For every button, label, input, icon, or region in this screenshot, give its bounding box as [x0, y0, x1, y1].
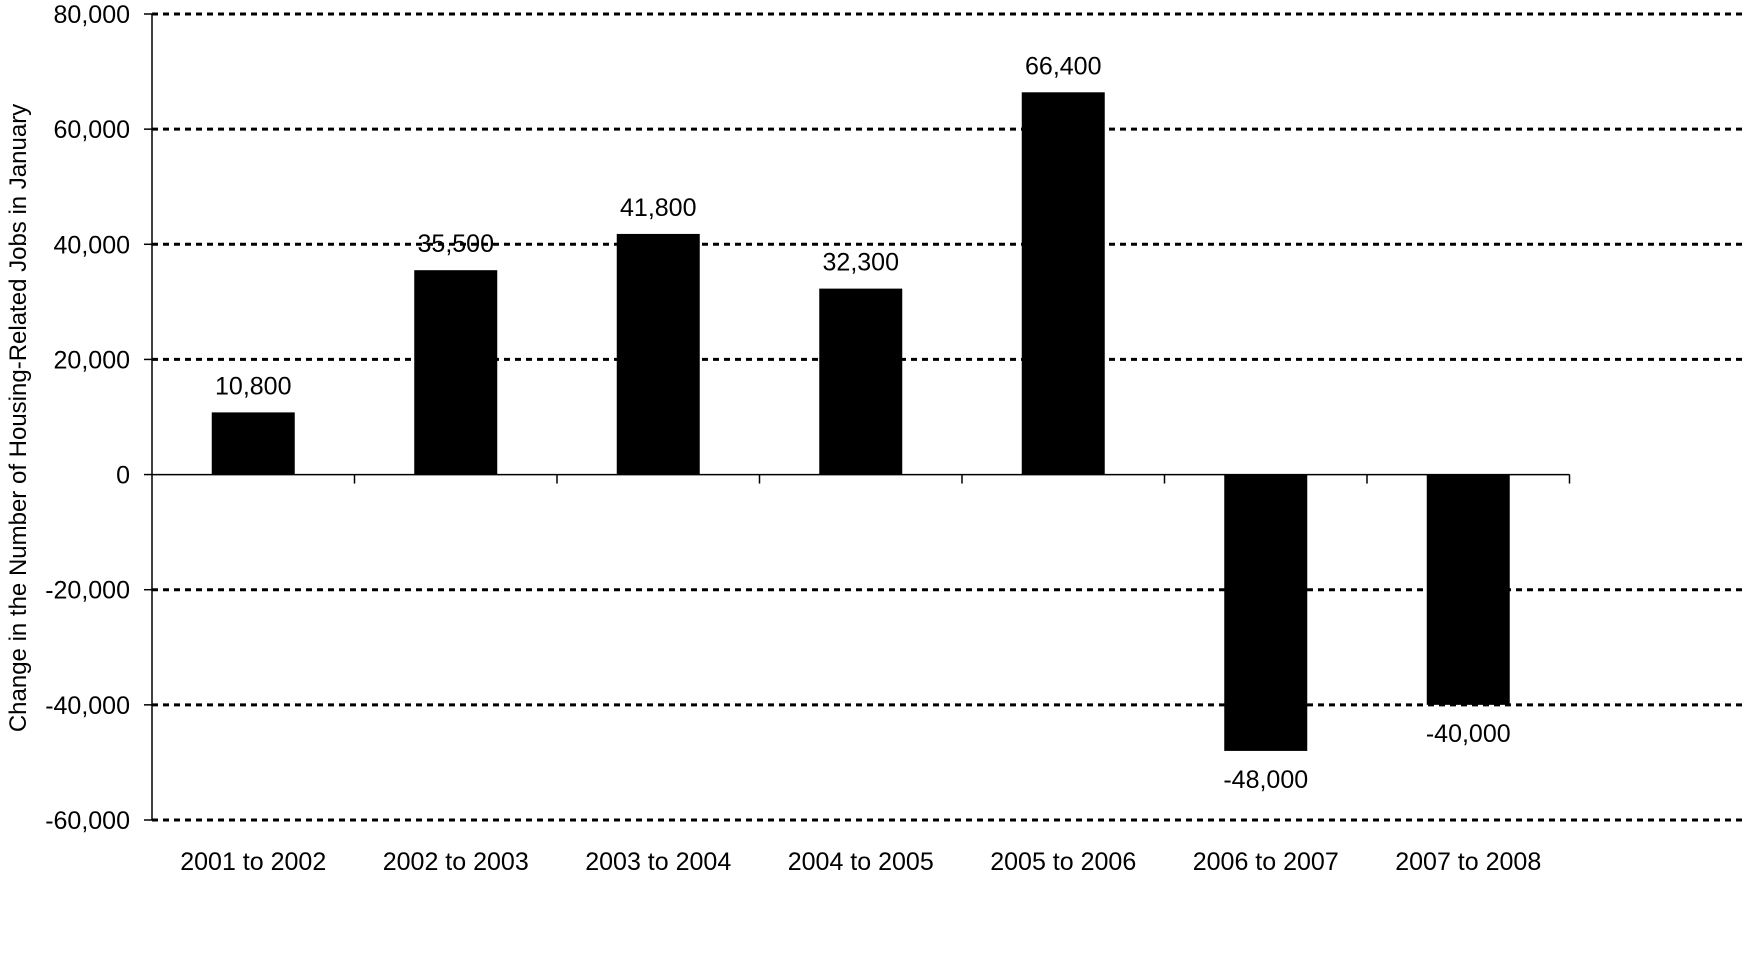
bar — [1426, 474, 1510, 705]
x-tick-label: 2005 to 2006 — [990, 848, 1136, 876]
y-axis-ticks: 80,000 60,000 40,000 20,000 0 -20,000 -40,000 -… — [45, 1, 152, 835]
data-label: 41,800 — [620, 194, 696, 222]
bar — [414, 270, 498, 475]
x-tick-label: 2001 to 2002 — [180, 848, 326, 876]
y-axis-title: Change in the Number of Housing-Related … — [5, 104, 32, 732]
data-label: 32,300 — [823, 249, 899, 277]
x-tick-label: 2007 to 2008 — [1395, 848, 1541, 876]
y-tick-label: 80,000 — [54, 1, 130, 29]
x-tick-label: 2003 to 2004 — [585, 848, 731, 876]
y-tick-label: -20,000 — [45, 577, 130, 605]
y-tick-label: 40,000 — [54, 231, 130, 259]
x-axis-ticks: 2001 to 2002 2002 to 2003 2003 to 2004 2004… — [180, 848, 1541, 876]
data-label: -48,000 — [1223, 766, 1308, 794]
data-label: 10,800 — [215, 372, 291, 400]
y-tick-label: -60,000 — [45, 807, 130, 835]
y-tick-label: 60,000 — [54, 116, 130, 144]
data-label: 35,500 — [418, 230, 494, 258]
bar — [819, 288, 903, 475]
data-labels: 10,800 35,500 41,800 32,300 66,400 -48,000 -40… — [215, 52, 1511, 794]
y-tick-label: -40,000 — [45, 692, 130, 720]
x-tick-label: 2004 to 2005 — [788, 848, 934, 876]
data-label: -40,000 — [1426, 720, 1511, 748]
bars — [211, 92, 1510, 751]
bar — [1021, 92, 1105, 475]
data-label: 66,400 — [1025, 52, 1101, 80]
x-tick-label: 2002 to 2003 — [383, 848, 529, 876]
x-tick-label: 2006 to 2007 — [1193, 848, 1339, 876]
y-tick-label: 20,000 — [54, 346, 130, 374]
bar — [1224, 474, 1308, 751]
bar — [211, 412, 295, 475]
bar — [616, 233, 700, 475]
y-tick-label: 0 — [116, 462, 130, 490]
